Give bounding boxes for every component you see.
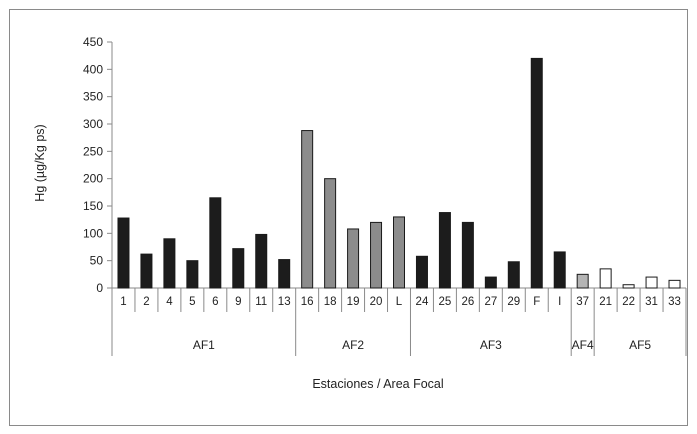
y-tick-label: 400	[83, 62, 103, 76]
category-labels: 1 2 4 5 6 9 11 13 16 18 19 20 L 24 25 26 27 29 F I 37 21 22 31 3…	[120, 296, 681, 308]
x-tick-label: 16	[301, 296, 314, 308]
bar-33	[668, 279, 681, 289]
y-tick-label: 200	[83, 172, 103, 186]
x-tick-label: 2	[143, 296, 149, 308]
x-tick-label: 24	[416, 296, 429, 308]
y-tick-label: 100	[83, 226, 103, 240]
x-tick-label: 6	[212, 296, 218, 308]
bar-37	[576, 273, 589, 289]
x-tick-label: L	[396, 296, 403, 308]
x-tick-label: 18	[324, 296, 337, 308]
bar-22	[622, 284, 635, 289]
y-axis-title: Hg (µg/Kg ps)	[33, 124, 47, 201]
x-tick-label: 20	[370, 296, 383, 308]
y-tick-label: 50	[90, 254, 104, 268]
y-axis: 0 50 100 150 200 250 300 350 400 450	[83, 35, 113, 295]
bar-20	[370, 221, 383, 289]
chart-frame	[9, 9, 688, 426]
bar-9	[232, 248, 245, 289]
x-tick-label: 25	[439, 296, 452, 308]
bars	[117, 57, 681, 289]
bar-13	[278, 259, 291, 289]
x-axis-title: Estaciones / Area Focal	[312, 377, 443, 391]
bar-4	[163, 238, 176, 289]
x-tick-label: 11	[255, 296, 267, 308]
bar-L	[393, 216, 405, 289]
bar-21	[599, 268, 612, 289]
x-tick-label: 26	[461, 296, 474, 308]
group-labels: AF1 AF2 AF3 AF4 AF5	[193, 338, 652, 352]
y-tick-label: 300	[83, 117, 103, 131]
bar-27	[484, 276, 497, 289]
x-tick-label: 29	[507, 296, 520, 308]
x-tick-label: 13	[278, 296, 291, 308]
x-tick-label: 19	[347, 296, 360, 308]
x-tick-label: F	[533, 296, 540, 308]
x-tick-label: 31	[645, 296, 658, 308]
bar-11	[255, 233, 268, 289]
x-tick-label: 22	[622, 296, 635, 308]
bar-26	[461, 221, 474, 289]
bar-5	[186, 260, 199, 289]
y-tick-label: 0	[96, 281, 103, 295]
group-label: AF4	[572, 338, 594, 352]
group-label: AF5	[629, 338, 651, 352]
y-tick-label: 150	[83, 199, 103, 213]
x-tick-label: 5	[189, 296, 195, 308]
x-tick-label: I	[558, 296, 561, 308]
x-tick-label: 37	[576, 296, 589, 308]
bar-1	[117, 217, 130, 289]
bar-25	[438, 212, 451, 289]
x-tick-label: 33	[668, 296, 681, 308]
x-tick-label: 4	[166, 296, 173, 308]
y-tick-label: 350	[83, 90, 103, 104]
y-tick-label: 450	[83, 35, 103, 49]
bar-31	[645, 276, 658, 289]
group-label: AF1	[193, 338, 215, 352]
bar-I	[553, 251, 566, 289]
group-label: AF3	[480, 338, 502, 352]
x-tick-label: 21	[599, 296, 612, 308]
x-tick-label: 27	[484, 296, 497, 308]
bar-29	[507, 261, 520, 289]
group-label: AF2	[342, 338, 364, 352]
bar-16	[301, 130, 314, 289]
bar-19	[347, 228, 360, 289]
x-tick-label: 1	[120, 296, 126, 308]
y-tick-label: 250	[83, 144, 103, 158]
bar-24	[415, 255, 428, 289]
bar-2	[140, 253, 153, 289]
x-axis	[111, 287, 687, 356]
x-tick-label: 9	[235, 296, 241, 308]
bar-F	[530, 57, 543, 289]
bar-18	[324, 178, 337, 289]
bar-6	[209, 197, 222, 289]
